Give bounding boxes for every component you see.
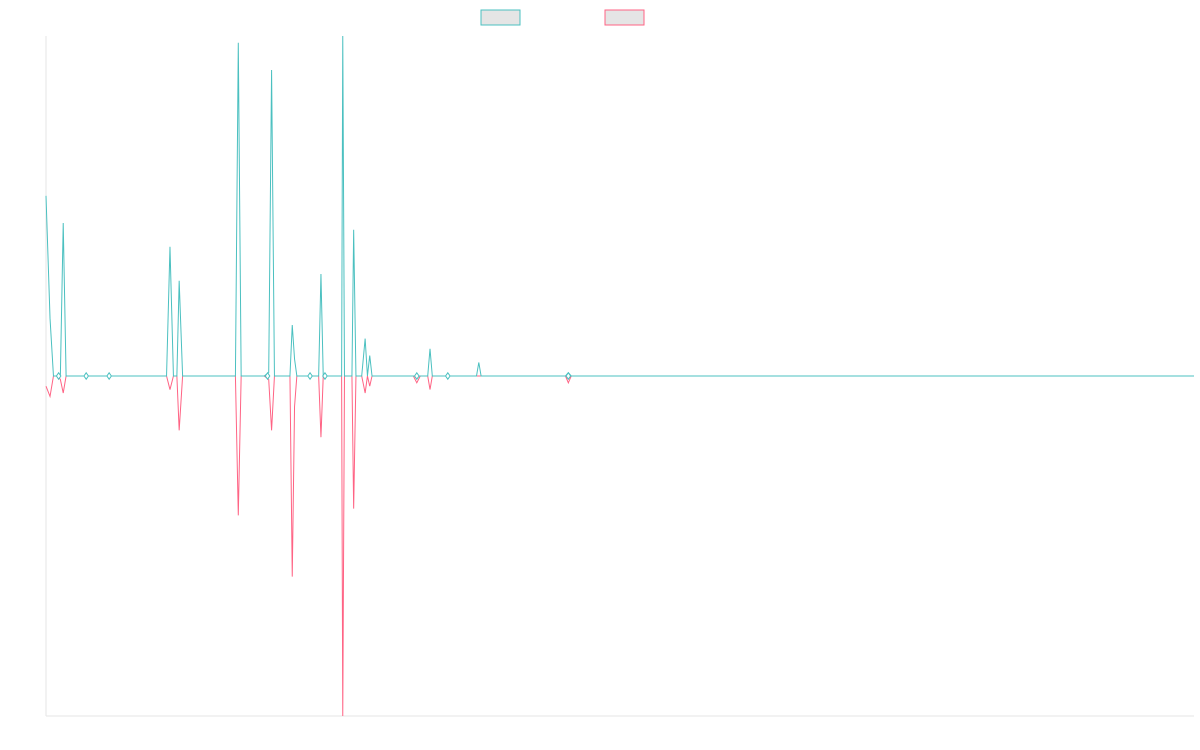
axes: [45, 36, 1194, 717]
series-line-1: [45, 35, 1194, 377]
series-line-2: [45, 375, 1194, 717]
data-point-marker-7[interactable]: [413, 371, 420, 381]
series-layer: [45, 35, 1194, 717]
data-point-marker-6[interactable]: [322, 371, 328, 381]
data-point-marker-4[interactable]: [264, 371, 271, 381]
data-point-marker-1[interactable]: [55, 371, 62, 381]
data-point-marker-3[interactable]: [106, 371, 112, 381]
legend[interactable]: [480, 9, 645, 26]
data-point-marker-9[interactable]: [565, 371, 572, 381]
data-point-marker-5[interactable]: [307, 371, 313, 381]
data-point-marker-2[interactable]: [83, 371, 90, 381]
marker-layer: [55, 371, 572, 381]
legend-swatch-1[interactable]: [480, 9, 521, 26]
data-point-marker-8[interactable]: [444, 371, 451, 381]
legend-swatch-2[interactable]: [604, 9, 645, 26]
